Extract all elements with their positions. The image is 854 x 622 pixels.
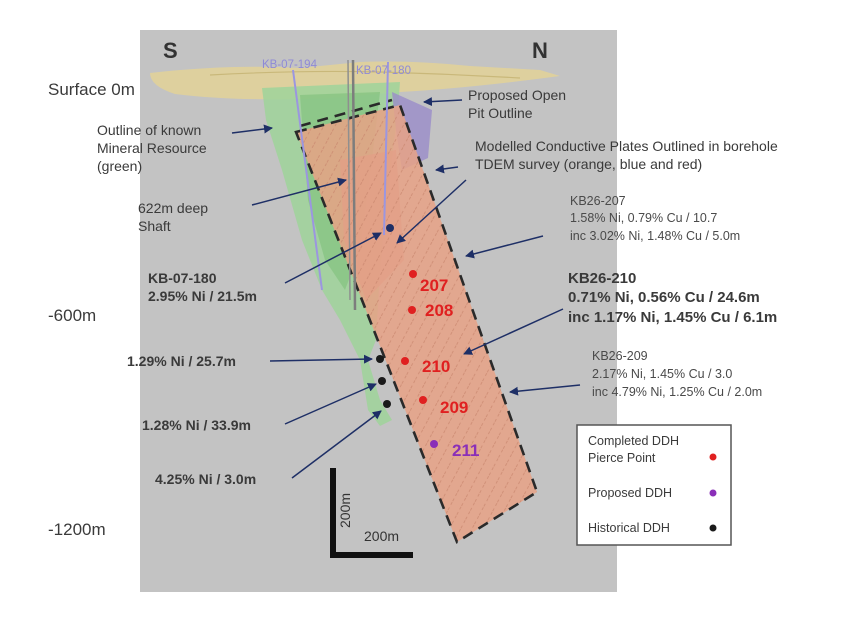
pierce-point-label-209: 209: [440, 398, 468, 417]
intercept-kb26209-value: 2.17% Ni, 1.45% Cu / 3.0: [592, 367, 732, 381]
drillhole-label-kb07180: KB-07-180: [356, 65, 411, 77]
arrow-plates-blue: [435, 164, 459, 174]
legend-completed-line-2: Pierce Point: [588, 451, 656, 465]
scale-bar-horizontal-label: 200m: [364, 528, 399, 544]
arrow-kb26209: [509, 384, 581, 396]
drillhole-label-kb07194: KB-07-194: [262, 59, 318, 71]
surface-topography: [150, 61, 560, 100]
intercept-kb07180-title: KB-07-180: [148, 270, 217, 286]
pit-outline-line-1: Proposed Open: [468, 87, 566, 103]
north-label: N: [532, 38, 548, 63]
drillhole-trace-kb07180: [383, 61, 389, 236]
arrow-kb07180: [284, 232, 382, 284]
arrow-shaft: [251, 177, 347, 206]
depth-label-1200: -1200m: [48, 520, 106, 539]
proposed-point-label-211: 211: [452, 441, 479, 460]
shaft-line: [351, 59, 357, 311]
depth-label-600: -600m: [48, 306, 96, 325]
shaft-line-secondary: [347, 59, 351, 301]
legend-box: [576, 424, 732, 546]
proposed-point-dot-211: [430, 440, 438, 448]
depth-label-surface: Surface 0m: [48, 80, 135, 99]
pierce-point-dot-208: [408, 306, 416, 314]
historical-point-1: [376, 355, 384, 363]
intercept-kb26207-title: KB26-207: [570, 194, 626, 208]
historical-point-kb07180: [386, 224, 394, 232]
arrow-plates-red: [396, 179, 467, 244]
legend-completed-line-1: Completed DDH: [588, 434, 679, 448]
pierce-point-label-207: 207: [420, 276, 448, 295]
legend-proposed-label: Proposed DDH: [588, 486, 672, 500]
intercept-kb26209-title: KB26-209: [592, 349, 648, 363]
intercept-kb26210-inc: inc 1.17% Ni, 1.45% Cu / 6.1m: [568, 309, 777, 326]
scale-bar-vertical-label: 200m: [337, 493, 353, 528]
intercept-historical-3: 4.25% Ni / 3.0m: [155, 471, 256, 487]
arrow-kb26210: [463, 308, 564, 355]
intercept-kb26210-title: KB26-210: [568, 270, 636, 287]
shaft-label-line-1: 622m deep: [138, 200, 208, 216]
drillhole-trace-kb07194: [292, 69, 323, 291]
conductive-plates-line-1: Modelled Conductive Plates Outlined in b…: [475, 138, 778, 154]
legend-historical-swatch: [709, 524, 717, 532]
intercept-historical-1: 1.29% Ni / 25.7m: [127, 353, 236, 369]
pit-outline-line-2: Pit Outline: [468, 105, 533, 121]
resource-outline-line-2: Mineral Resource: [97, 140, 207, 156]
surface-contour: [209, 70, 521, 79]
arrow-historical-1: [269, 354, 373, 364]
historical-point-2: [378, 377, 386, 385]
conductive-plates-line-2: TDEM survey (orange, blue and red): [475, 156, 702, 172]
pierce-point-dot-209: [419, 396, 427, 404]
pierce-point-label-210: 210: [422, 357, 450, 376]
shaft-label-line-2: Shaft: [138, 218, 171, 234]
intercept-kb26210-value: 0.71% Ni, 0.56% Cu / 24.6m: [568, 289, 760, 306]
legend-proposed-swatch: [709, 489, 717, 497]
arrow-resource-outline: [231, 124, 273, 134]
resource-outline-line-3: (green): [97, 158, 142, 174]
intercept-kb26207-inc: inc 3.02% Ni, 1.48% Cu / 5.0m: [570, 229, 740, 243]
arrow-kb26207: [465, 235, 544, 259]
legend-completed-swatch: [709, 453, 717, 461]
resource-outline-line-1: Outline of known: [97, 122, 201, 138]
pit-outline-dashed: [299, 98, 393, 128]
conductive-plate-hatch: [296, 105, 537, 542]
intercept-kb26209-inc: inc 4.79% Ni, 1.25% Cu / 2.0m: [592, 385, 762, 399]
legend-historical-label: Historical DDH: [588, 521, 670, 535]
historical-point-3: [383, 400, 391, 408]
conductive-plate-outline: [294, 103, 539, 544]
scale-bar: [330, 468, 413, 558]
pierce-point-dot-207: [409, 270, 417, 278]
intercept-kb07180-value: 2.95% Ni / 21.5m: [148, 288, 257, 304]
arrow-historical-3: [291, 410, 382, 479]
arrow-pit-outline: [423, 97, 463, 107]
intercept-historical-2: 1.28% Ni / 33.9m: [142, 417, 251, 433]
pierce-point-dot-210: [401, 357, 409, 365]
south-label: S: [163, 38, 178, 63]
arrow-historical-2: [284, 383, 377, 425]
pierce-point-label-208: 208: [425, 301, 453, 320]
intercept-kb26207-value: 1.58% Ni, 0.79% Cu / 10.7: [570, 211, 717, 225]
